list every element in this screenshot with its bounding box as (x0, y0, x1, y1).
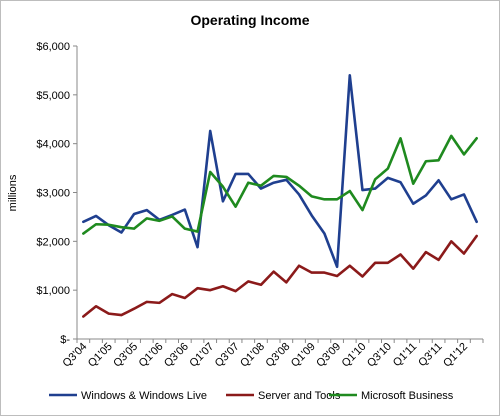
x-tick-label: Q3'08 (263, 341, 292, 370)
series-line-1 (82, 234, 478, 318)
x-tick-label: Q1'07 (187, 341, 216, 370)
legend: Windows & Windows Live Server and Tools Mi… (49, 390, 454, 402)
y-tick-label: $1,000 (36, 285, 70, 297)
legend-label: Windows & Windows Live (81, 390, 207, 402)
x-tick-label: Q3'09 (314, 341, 343, 370)
chart-title: Operating Income (190, 12, 309, 28)
y-tick-label: $6,000 (36, 41, 70, 53)
y-tick-label: $3,000 (36, 188, 70, 200)
legend-label: Server and Tools (258, 390, 341, 402)
series-line-2 (82, 134, 478, 235)
y-tick-label: $4,000 (36, 139, 70, 151)
series-lines (82, 74, 478, 318)
x-tick-label: Q1'10 (340, 341, 369, 370)
y-axis-ticks: $- $1,000 $2,000 $3,000 $4,000 $5,000 $6,000 (36, 41, 77, 346)
y-axis-label: millions (7, 174, 19, 211)
x-tick-label: Q3'10 (365, 341, 394, 370)
x-tick-label: Q3'07 (213, 341, 242, 370)
y-tick-label: $5,000 (36, 90, 70, 102)
x-tick-label: Q3'06 (162, 341, 191, 370)
x-tick-label: Q1'11 (391, 341, 419, 369)
y-tick-label: $- (60, 334, 70, 346)
x-tick-label: Q1'09 (289, 341, 318, 370)
x-tick-label: Q1'05 (86, 341, 115, 370)
series-line-0 (82, 74, 478, 269)
y-tick-label: $2,000 (36, 236, 70, 248)
x-tick-label: Q1'12 (441, 341, 470, 370)
x-tick-label: Q1'08 (238, 341, 267, 370)
x-tick-label: Q3'11 (416, 341, 444, 369)
legend-label: Microsoft Business (361, 390, 454, 402)
x-tick-label: Q1'06 (137, 341, 166, 370)
x-tick-label: Q3'05 (111, 341, 140, 370)
x-axis-ticks: Q3'04Q1'05Q3'05Q1'06Q3'06Q1'07Q3'07Q1'08… (60, 339, 484, 370)
